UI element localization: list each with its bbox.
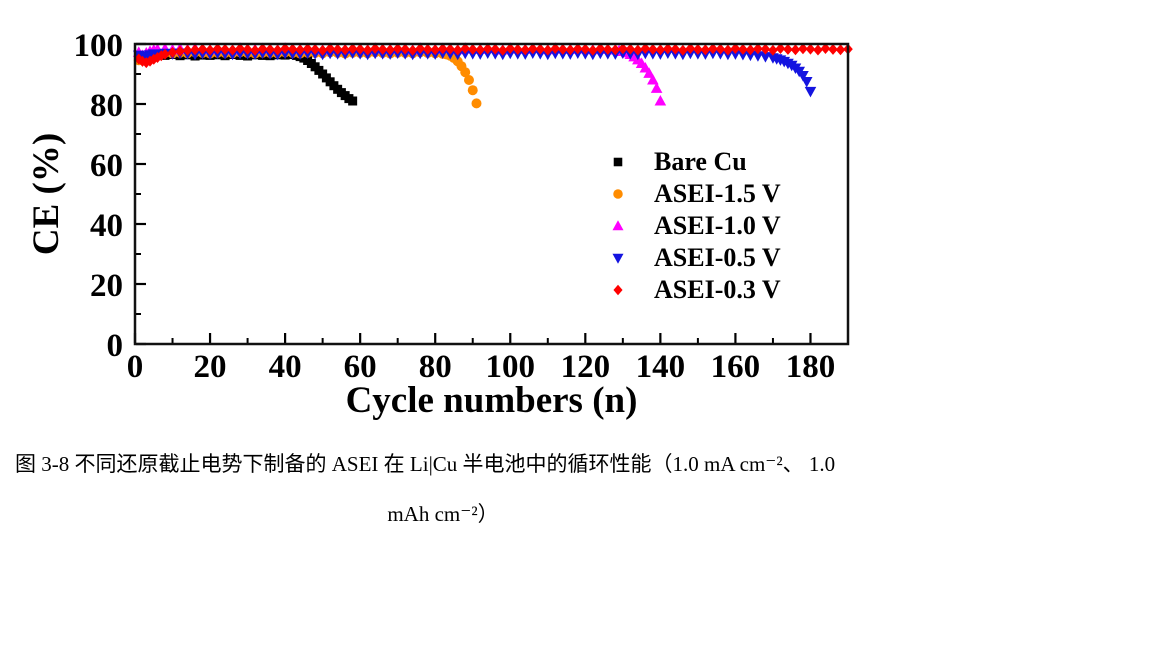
y-tick-label: 20	[90, 268, 123, 304]
legend-item-asei-0-3-v: ASEI-0.3 V	[606, 274, 781, 306]
circle-marker-icon	[606, 186, 630, 202]
x-tick-label: 120	[561, 349, 611, 385]
figure-caption-line1: 图 3-8 不同还原截止电势下制备的 ASEI 在 Li|Cu 半电池中的循环性…	[15, 452, 836, 476]
figure-caption-line2: mAh cm⁻²）	[387, 502, 499, 526]
legend-item-asei-1-5-v: ASEI-1.5 V	[606, 178, 781, 210]
plot-frame	[133, 42, 850, 346]
triangle-up-marker-icon	[606, 218, 630, 234]
legend-label: Bare Cu	[654, 147, 747, 176]
y-axis: 0 20 40 60 80 100	[74, 28, 146, 364]
x-tick-label: 0	[127, 349, 144, 385]
legend-item-asei-1-0-v: ASEI-1.0 V	[606, 210, 781, 242]
y-tick-label: 0	[107, 328, 124, 364]
square-marker-icon	[606, 154, 630, 170]
series-asei-0-3-v	[133, 43, 853, 69]
x-tick-label: 180	[786, 349, 836, 385]
legend-label: ASEI-0.5 V	[654, 243, 781, 272]
y-tick-label: 60	[90, 148, 123, 184]
triangle-down-marker-icon	[606, 250, 630, 266]
x-tick-label: 20	[194, 349, 227, 385]
x-tick-label: 80	[419, 349, 452, 385]
y-tick-label: 40	[90, 208, 123, 244]
x-axis: 0 20 40 60 80 100 120 140 160 180	[127, 333, 835, 385]
chart-legend: Bare Cu ASEI-1.5 V ASEI-1.0 V ASEI-0.5 V ASE…	[606, 146, 781, 306]
y-axis-title: CE (%)	[26, 133, 67, 255]
series-bare-cu	[134, 50, 358, 106]
x-tick-label: 140	[636, 349, 686, 385]
x-axis-title: Cycle numbers (n)	[346, 380, 638, 421]
y-tick-label: 100	[74, 28, 124, 64]
x-tick-label: 160	[711, 349, 761, 385]
diamond-marker-icon	[606, 282, 630, 298]
ce-cycle-chart: 0 20 40 60 80 100 120 140 160 180020406080100Cycl…	[26, 28, 853, 421]
legend-label: ASEI-1.0 V	[654, 211, 781, 240]
x-tick-label: 40	[269, 349, 302, 385]
legend-label: ASEI-1.5 V	[654, 179, 781, 208]
legend-item-bare-cu: Bare Cu	[606, 146, 781, 178]
x-tick-label: 100	[486, 349, 536, 385]
y-tick-label: 80	[90, 88, 123, 124]
x-tick-label: 60	[344, 349, 377, 385]
legend-label: ASEI-0.3 V	[654, 275, 781, 304]
legend-item-asei-0-5-v: ASEI-0.5 V	[606, 242, 781, 274]
